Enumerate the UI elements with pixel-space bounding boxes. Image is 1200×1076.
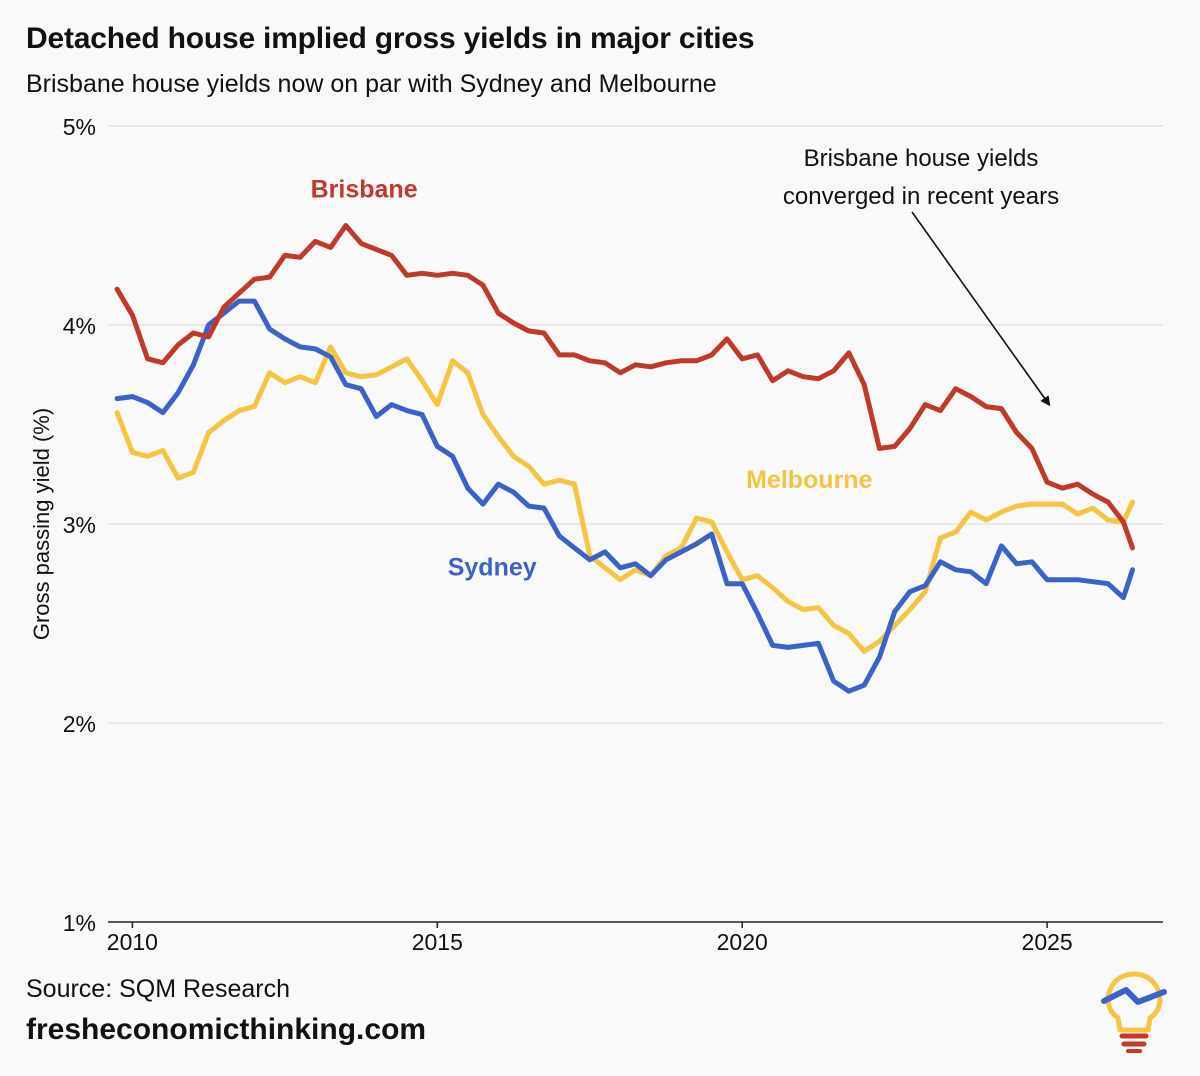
source-note: Source: SQM Research <box>26 975 290 1003</box>
series-line-melbourne <box>114 344 1135 654</box>
y-tick-label: 4% <box>63 313 96 339</box>
y-tick-label: 5% <box>63 114 96 140</box>
y-tick-label: 3% <box>63 512 96 538</box>
y-axis-label: Gross passing yield (%) <box>29 408 54 640</box>
lightbulb-logo-icon <box>1101 971 1167 1053</box>
y-tick-label: 2% <box>63 711 96 737</box>
line-chart: 1% 2% 3% 4% 5% 2010 2015 2020 2025 Gross passing … <box>29 114 1163 955</box>
x-tick-label: 2010 <box>107 929 158 955</box>
annotation-text-line: converged in recent years <box>783 183 1059 210</box>
x-tick-label: 2020 <box>717 929 768 955</box>
y-tick-label: 1% <box>63 910 96 936</box>
annotation-text-line: Brisbane house yields <box>804 145 1039 172</box>
series-label-sydney: Sydney <box>448 554 537 582</box>
axes: 1% 2% 3% 4% 5% 2010 2015 2020 2025 Gross passing … <box>29 114 1163 955</box>
x-tick-label: 2025 <box>1022 929 1073 955</box>
chart-subtitle: Brisbane house yields now on par with Sy… <box>26 70 717 98</box>
x-tick-label: 2015 <box>412 929 463 955</box>
annotation: Brisbane house yields converged in recent… <box>783 145 1059 407</box>
series-line-brisbane <box>114 223 1135 551</box>
gridlines <box>108 125 1163 724</box>
series-label-brisbane: Brisbane <box>311 176 418 204</box>
chart-title: Detached house implied gross yields in m… <box>26 22 755 55</box>
series-lines <box>114 223 1135 694</box>
site-url: fresheconomicthinking.com <box>26 1013 427 1046</box>
series-line-sydney <box>114 298 1135 694</box>
series-label-melbourne: Melbourne <box>746 466 872 494</box>
series-labels: Brisbane Sydney Melbourne <box>311 176 873 582</box>
annotation-arrow <box>911 211 1051 407</box>
